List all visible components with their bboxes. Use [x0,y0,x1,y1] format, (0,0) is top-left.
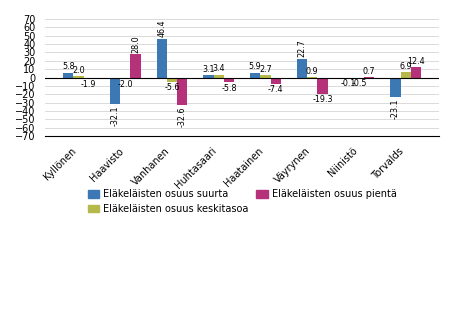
Text: -0.1: -0.1 [341,79,356,88]
Text: -1.9: -1.9 [81,80,97,89]
Bar [84,78,94,79]
Text: -2.0: -2.0 [118,81,133,90]
Legend: Eläkeläisten osuus suurta, Eläkeläisten osuus keskitasoa, Eläkeläisten osuus pie: Eläkeläisten osuus suurta, Eläkeläisten … [84,186,400,218]
Bar [203,75,213,78]
Text: 2.7: 2.7 [259,65,272,74]
Bar [120,78,130,79]
Text: -7.4: -7.4 [268,85,283,94]
Bar [110,78,120,104]
Text: -23.1: -23.1 [391,98,400,118]
Bar [74,76,84,78]
Text: -32.1: -32.1 [110,106,119,126]
Bar [157,39,167,78]
Text: 3.4: 3.4 [212,65,225,74]
Bar [213,75,224,78]
Text: -5.6: -5.6 [164,83,180,92]
Text: 12.4: 12.4 [407,57,425,66]
Bar [224,78,234,82]
Bar [411,67,421,78]
Text: 2.0: 2.0 [72,65,85,74]
Text: 0.9: 0.9 [306,66,319,75]
Text: 0.7: 0.7 [363,67,375,76]
Bar [297,58,307,78]
Text: -32.6: -32.6 [178,106,187,126]
Text: 28.0: 28.0 [131,35,140,53]
Bar [250,73,260,78]
Text: 46.4: 46.4 [157,20,166,38]
Text: 3.1: 3.1 [202,65,215,74]
Bar [63,73,74,78]
Bar [271,78,281,84]
Text: -19.3: -19.3 [312,95,333,104]
Bar [364,77,375,78]
Text: -5.8: -5.8 [221,84,237,93]
Text: 22.7: 22.7 [297,39,306,57]
Text: 5.8: 5.8 [62,62,74,72]
Bar [400,72,411,78]
Bar [307,77,317,78]
Text: 6.9: 6.9 [400,62,412,71]
Bar [177,78,188,105]
Text: -0.5: -0.5 [351,79,367,88]
Text: 5.9: 5.9 [249,62,262,71]
Bar [390,78,400,97]
Bar [260,75,271,78]
Bar [167,78,177,82]
Bar [130,54,141,78]
Bar [317,78,328,94]
